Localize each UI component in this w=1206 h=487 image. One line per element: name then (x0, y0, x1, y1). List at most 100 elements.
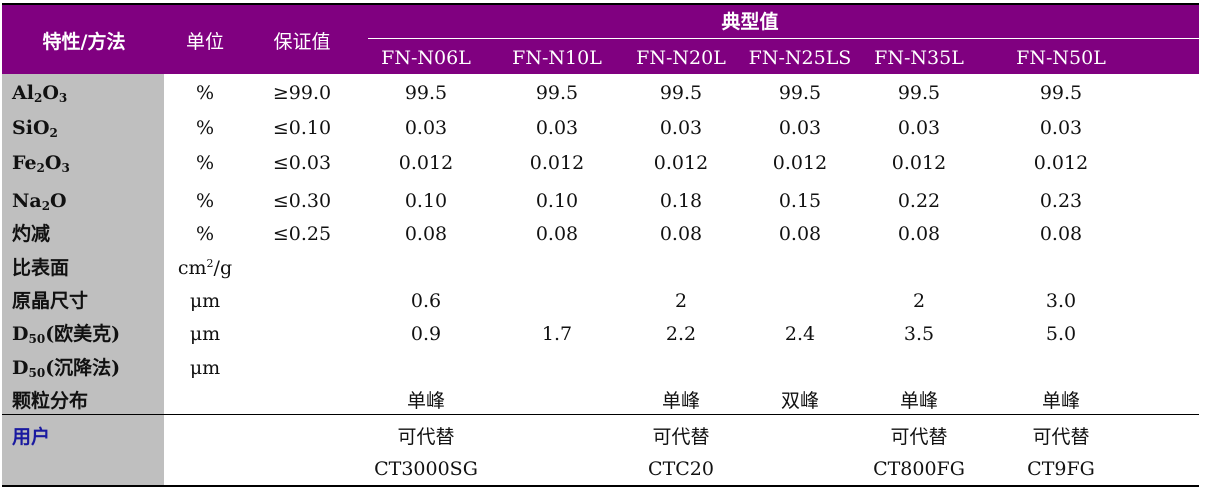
row-guarantee: ≥99.0 (272, 82, 332, 104)
table-cell: 0.012 (1033, 152, 1089, 174)
table-cell: 99.5 (659, 82, 703, 104)
row-unit: μm (189, 290, 221, 312)
user-product-cell: CT800FG (873, 458, 965, 480)
user-product-cell: CT3000SG (374, 458, 478, 480)
table-cell: 2.4 (784, 323, 816, 345)
row-label: 灼减 (12, 222, 50, 246)
row-unit: % (195, 152, 215, 174)
text-part: 原晶尺寸 (12, 290, 89, 312)
table-header-band (2, 5, 1199, 74)
table-cell: 0.03 (1039, 117, 1083, 139)
header-divider (368, 38, 1199, 39)
table-cell: 0.18 (659, 190, 703, 212)
table-cell: 0.15 (778, 190, 822, 212)
table-cell: 0.012 (653, 152, 709, 174)
table-cell: 0.22 (897, 190, 941, 212)
row-guarantee: ≤0.30 (272, 190, 332, 212)
table-cell: 0.08 (778, 223, 822, 245)
row-label: 原晶尺寸 (12, 289, 88, 313)
row-label: 颗粒分布 (12, 389, 88, 413)
text-part: Na (12, 190, 42, 212)
text-part: 2 (41, 199, 51, 213)
table-cell: 0.08 (535, 223, 579, 245)
text-part: D (12, 357, 29, 379)
table-cell: 0.03 (404, 117, 448, 139)
table-cell: 0.10 (404, 190, 448, 212)
table-cell: 单峰 (1041, 390, 1081, 412)
text-part: 比表面 (12, 257, 70, 279)
row-guarantee: ≤0.10 (272, 117, 332, 139)
header-typical: 典型值 (721, 11, 779, 33)
table-cell: 99.5 (897, 82, 941, 104)
table-cell: 2 (674, 290, 688, 312)
table-cell: 0.08 (404, 223, 448, 245)
text-part: SiO (12, 117, 50, 139)
row-unit: cm2/g (178, 256, 232, 280)
table-cell: 99.5 (535, 82, 579, 104)
grade-header: FN-N20L (636, 47, 726, 69)
table-cell: 0.6 (410, 290, 442, 312)
table-cell: 单峰 (406, 390, 446, 412)
grade-header: FN-N25LS (748, 47, 852, 69)
text-part: (欧美克) (45, 323, 121, 345)
user-replace-cell: 可代替 (652, 426, 710, 448)
table-cell: 0.23 (1039, 190, 1083, 212)
grade-header: FN-N50L (1016, 47, 1106, 69)
table-cell: 0.012 (891, 152, 947, 174)
text-part: 50 (28, 332, 46, 346)
row-label: Na2O (12, 189, 67, 213)
table-cell: 0.08 (897, 223, 941, 245)
row-label: D50(欧美克) (12, 322, 120, 346)
table-cell: 0.9 (410, 323, 442, 345)
text-part: 2 (49, 126, 58, 140)
product-spec-table: 特性/方法 单位 保证值 典型值 FN-N06L FN-N10L FN-N20L FN… (2, 3, 1199, 487)
grade-header: FN-N06L (381, 47, 471, 69)
row-label: Fe2O3 (12, 151, 70, 175)
row-label: D50(沉降法) (12, 356, 120, 380)
table-cell: 2.2 (665, 323, 697, 345)
table-cell: 0.03 (897, 117, 941, 139)
table-cell: 0.08 (659, 223, 703, 245)
row-label: 比表面 (12, 256, 69, 280)
table-cell: 3.0 (1045, 290, 1077, 312)
table-cell: 2 (912, 290, 926, 312)
table-cell: 3.5 (903, 323, 935, 345)
table-cell: 0.03 (778, 117, 822, 139)
row-unit: % (195, 117, 215, 139)
table-cell: 99.5 (404, 82, 448, 104)
header-property: 特性/方法 (42, 31, 126, 53)
text-part: 颗粒分布 (12, 390, 89, 412)
table-cell: 0.03 (659, 117, 703, 139)
header-unit: 单位 (185, 31, 225, 53)
user-row-label: 用户 (12, 426, 51, 448)
header-guarantee: 保证值 (273, 31, 331, 53)
table-cell: 单峰 (899, 390, 939, 412)
row-guarantee: ≤0.25 (272, 223, 332, 245)
row-label: Al2O3 (12, 81, 67, 105)
table-cell: 5.0 (1045, 323, 1077, 345)
text-part: 2 (36, 161, 45, 175)
table-cell: 0.012 (529, 152, 585, 174)
text-part: cm (177, 257, 207, 279)
text-part: O (44, 152, 62, 174)
row-unit: μm (189, 323, 221, 345)
user-replace-cell: 可代替 (890, 426, 948, 448)
row-unit: % (195, 82, 215, 104)
text-part: D (12, 323, 29, 345)
text-part: 50 (28, 366, 46, 380)
table-cell: 99.5 (1039, 82, 1083, 104)
row-unit: % (195, 190, 215, 212)
text-part: Fe (12, 152, 37, 174)
row-unit: % (195, 223, 215, 245)
row-unit: μm (189, 357, 221, 379)
table-cell: 0.012 (772, 152, 828, 174)
user-product-cell: CTC20 (648, 458, 714, 480)
row-guarantee: ≤0.03 (272, 152, 332, 174)
table-cell: 0.10 (535, 190, 579, 212)
user-row-divider (2, 414, 1199, 415)
text-part: O (50, 190, 67, 212)
text-part: (沉降法) (45, 357, 121, 379)
table-cell: 0.03 (535, 117, 579, 139)
text-part: 2 (33, 91, 43, 105)
table-cell: 0.012 (398, 152, 454, 174)
